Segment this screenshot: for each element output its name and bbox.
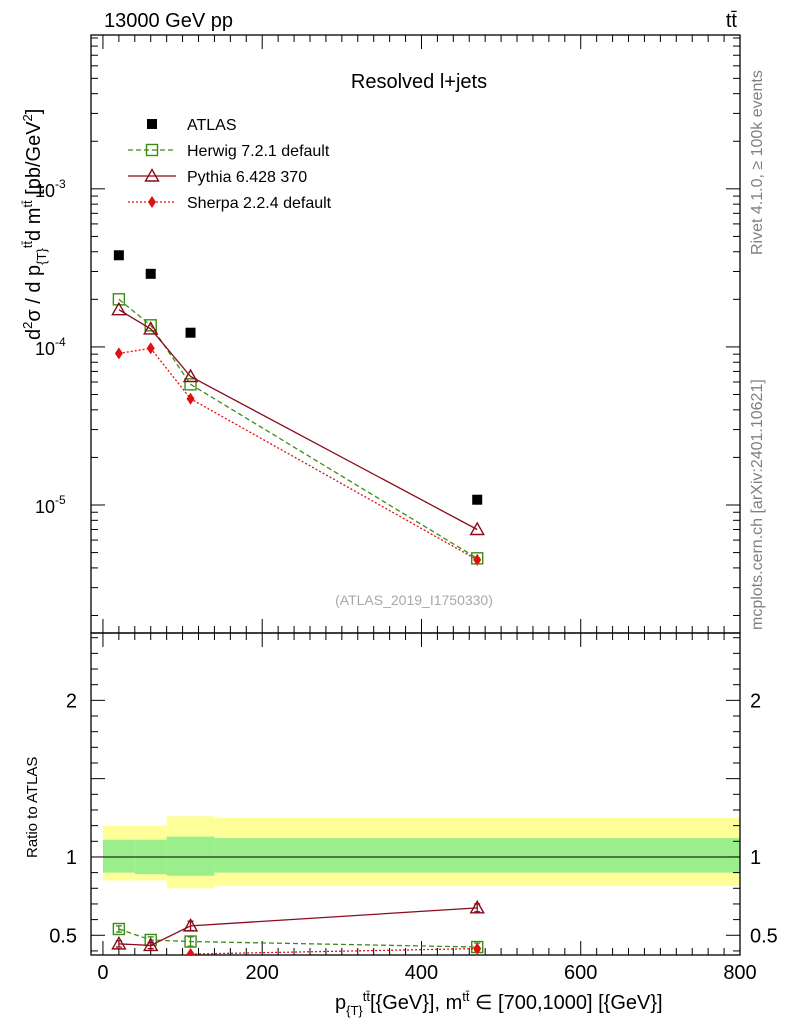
main-axis-ticks: 10-3 10-4 10-5: [35, 35, 741, 633]
ratio-data-point: [473, 942, 482, 955]
x-tick-label: 800: [723, 962, 756, 984]
analysis-watermark: (ATLAS_2019_I1750330): [335, 592, 493, 608]
ratio-series-line: [118, 907, 478, 947]
x-axis-label: p{T}tt̄[{GeV}], mtt̄ ∈ [700,1000] [{GeV}…: [335, 989, 663, 1018]
legend-label: Pythia 6.428 370: [187, 169, 307, 186]
main-data-point: [472, 494, 483, 505]
ratio-y-tick-label-right: 1: [750, 847, 761, 869]
main-data-point: [114, 347, 123, 360]
mcplots-reference-label: mcplots.cern.ch [arXiv:2401.10621]: [749, 379, 766, 630]
main-data-point: [469, 521, 485, 536]
main-data-point: [146, 342, 155, 355]
ratio-y-tick-label-left: 2: [66, 690, 77, 712]
legend-label: ATLAS: [187, 117, 237, 134]
main-data-point: [112, 293, 126, 306]
y-tick-label: 10-5: [35, 493, 66, 517]
legend-label: Sherpa 2.2.4 default: [187, 195, 332, 212]
ratio-data-point: [469, 899, 485, 914]
legend-label: Herwig 7.2.1 default: [187, 143, 330, 160]
ratio-data-point: [184, 935, 197, 948]
main-data-point: [185, 327, 196, 338]
ratio-data-point: [147, 956, 155, 968]
ratio-data-point: [143, 937, 159, 952]
main-data-point: [143, 320, 159, 335]
ratio-y-tick-label-right: 0.5: [750, 925, 778, 947]
ratio-band-inner: [166, 836, 215, 876]
ratio-y-tick-label-left: 0.5: [49, 925, 77, 947]
main-data-marks: [111, 250, 485, 566]
main-data-point: [473, 553, 482, 566]
legend-marker: [144, 168, 160, 182]
ratio-data-point: [182, 917, 199, 932]
ratio-data-point: [111, 935, 127, 950]
legend-marker: [148, 196, 156, 208]
main-data-point: [186, 392, 195, 405]
main-series-line: [118, 347, 478, 561]
ratio-data-point: [186, 948, 195, 955]
main-data-point: [184, 378, 197, 391]
ratio-y-tick-label-right: 2: [750, 690, 761, 712]
ratio-band-inner: [214, 838, 740, 873]
ratio-data-point: [115, 970, 123, 982]
x-tick-label: 400: [405, 962, 438, 984]
y-tick-label: 10-3: [35, 177, 66, 201]
ratio-panel-frame: [90, 632, 741, 956]
ratio-y-axis-label: Ratio to ATLAS: [24, 757, 41, 858]
x-tick-label: 0: [97, 962, 108, 984]
main-data-point: [113, 250, 124, 261]
rivet-version-label: Rivet 4.1.0, ≥ 100k events: [749, 70, 766, 255]
ratio-band-inner: [102, 839, 135, 873]
main-series-line: [118, 309, 478, 531]
header-process-label: tt̄: [726, 10, 738, 32]
main-y-axis-label: d2σ / d p{T}tt̄d mtt̄ [pb/GeV2]: [20, 109, 49, 340]
x-tick-label: 200: [246, 962, 279, 984]
chart-title: Resolved l+jets: [351, 71, 487, 93]
main-data-point: [182, 368, 199, 383]
main-data-point: [145, 268, 156, 279]
legend-marker: [145, 143, 159, 157]
ratio-series-line: [118, 928, 478, 948]
legend-marker: [147, 119, 157, 129]
y-tick-label: 10-4: [35, 335, 66, 359]
ratio-y-tick-label-left: 1: [66, 847, 77, 869]
main-data-point: [111, 301, 127, 316]
x-tick-label: 600: [564, 962, 597, 984]
ratio-axis-ticks: 0.5 0.5 1 1 2 2 0 200 400 600 800: [49, 633, 778, 984]
header-energy-label: 13000 GeV pp: [104, 10, 233, 32]
ratio-data-marks: [111, 899, 485, 982]
main-series-line: [118, 298, 478, 559]
legend: ATLAS Herwig 7.2.1 default Pythia 6.428 37…: [128, 117, 332, 212]
ratio-data-point: [112, 922, 126, 936]
ratio-uncertainty-bands: [91, 816, 740, 889]
